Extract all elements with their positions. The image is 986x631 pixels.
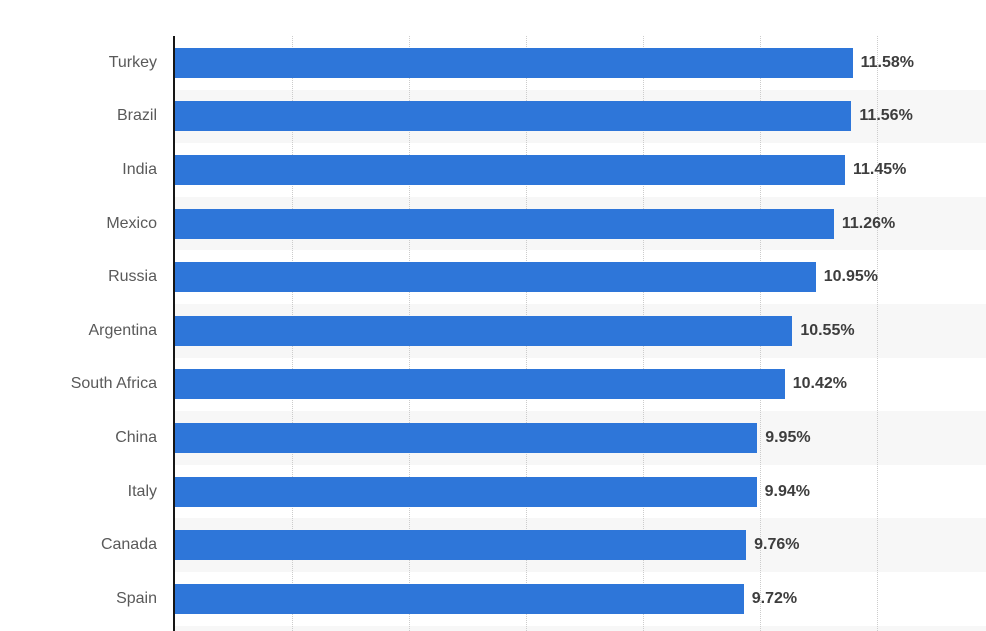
category-label: India bbox=[122, 160, 157, 178]
category-label: Argentina bbox=[88, 321, 158, 339]
bar bbox=[175, 315, 793, 346]
bar-row: 9.76% bbox=[175, 518, 986, 572]
bar-value-label: 9.72% bbox=[751, 589, 798, 607]
bar bbox=[175, 476, 757, 507]
bar bbox=[175, 208, 834, 239]
bar-value-label: 9.95% bbox=[765, 428, 811, 446]
bar-row: 9.94% bbox=[175, 465, 986, 519]
category-label: Turkey bbox=[108, 53, 157, 71]
gridline bbox=[877, 36, 879, 631]
bar-value-label: 11.45% bbox=[852, 160, 907, 178]
bar bbox=[175, 530, 747, 561]
bar-value-label: 11.58% bbox=[860, 53, 914, 71]
category-label: Italy bbox=[127, 482, 157, 500]
bar bbox=[175, 47, 853, 78]
category-label: Mexico bbox=[106, 214, 157, 232]
bar bbox=[175, 154, 845, 185]
bar-value-label: 11.26% bbox=[841, 214, 896, 232]
bar-value-label: 11.56% bbox=[859, 107, 913, 125]
category-label: Canada bbox=[100, 536, 157, 554]
bar bbox=[175, 422, 758, 453]
bar-value-label: 10.42% bbox=[792, 375, 847, 393]
bar-row: 11.26% bbox=[175, 197, 986, 251]
bar-value-label: 9.94% bbox=[764, 482, 810, 500]
bar bbox=[175, 101, 852, 132]
bar bbox=[175, 262, 816, 293]
category-labels: Turkey Brazil India Mexico Russia Argentina So… bbox=[0, 36, 157, 631]
bar-row: 10.95% bbox=[175, 250, 986, 304]
category-label: Spain bbox=[116, 589, 157, 607]
category-label: Russia bbox=[108, 268, 157, 286]
bar-row: 11.58% bbox=[175, 36, 986, 90]
bar-row: 9.95% bbox=[175, 411, 986, 465]
bar bbox=[175, 369, 785, 400]
bar bbox=[175, 583, 744, 614]
bar-row: 10.42% bbox=[175, 358, 986, 412]
bar-row: 10.55% bbox=[175, 304, 986, 358]
bar-value-label: 10.95% bbox=[823, 268, 878, 286]
row-stripe bbox=[175, 625, 986, 631]
bar-row: 11.56% bbox=[175, 90, 986, 144]
bar-row: 11.45% bbox=[175, 143, 986, 197]
bar-value-label: 9.76% bbox=[754, 536, 800, 554]
bar-row: 9.72% bbox=[175, 572, 986, 626]
plot-area: 11.58% 11.56% 11.45% 11.26% 10.95% 10.55% 10.4… bbox=[173, 36, 986, 631]
category-label: South Africa bbox=[70, 375, 157, 393]
bar-value-label: 10.55% bbox=[800, 321, 855, 339]
category-label: Brazil bbox=[116, 107, 157, 125]
bar-rows: 11.58% 11.56% 11.45% 11.26% 10.95% 10.55% 10.4… bbox=[175, 36, 986, 631]
category-label: China bbox=[115, 428, 157, 446]
